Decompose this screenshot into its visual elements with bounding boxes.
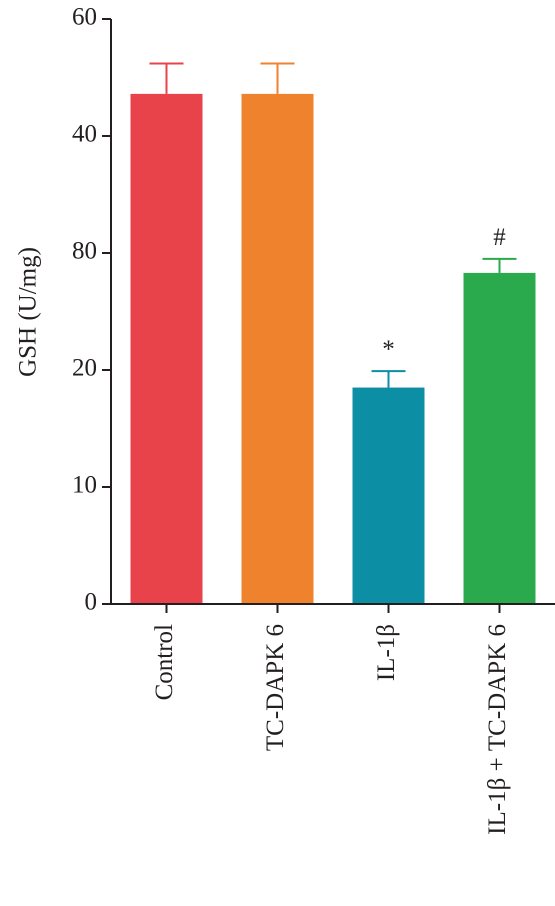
- y-tick-label: 0: [85, 589, 98, 616]
- bar: [241, 93, 314, 604]
- y-tick-label: 80: [72, 238, 97, 265]
- y-tick-label: 10: [72, 472, 97, 499]
- y-tick-label: 40: [72, 121, 97, 148]
- bar: [463, 272, 536, 604]
- significance-mark: #: [493, 224, 506, 251]
- x-tick-label: Control: [151, 624, 178, 700]
- y-tick-label: 20: [72, 355, 97, 382]
- y-tick-label: 60: [72, 4, 97, 31]
- x-tick-label: IL-1β + TC-DAPK 6: [484, 624, 511, 835]
- x-tick-label: TC-DAPK 6: [262, 624, 289, 751]
- bar: [352, 387, 425, 604]
- y-axis-label: GSH (U/mg): [15, 247, 42, 377]
- significance-mark: *: [382, 336, 395, 363]
- bar: [130, 93, 203, 604]
- x-tick-label: IL-1β: [373, 624, 400, 681]
